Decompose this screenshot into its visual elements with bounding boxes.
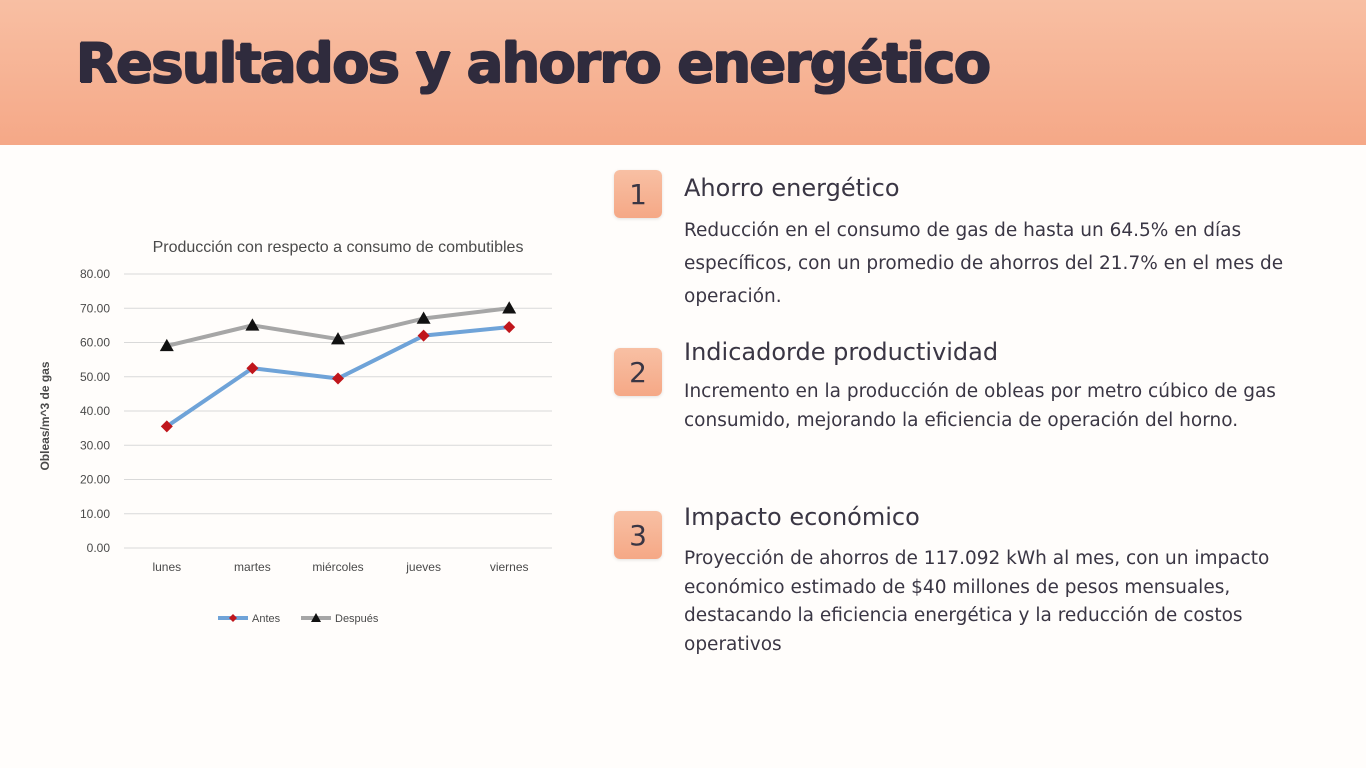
line-chart: Producción con respecto a consumo de com… <box>30 226 570 646</box>
chart-title: Producción con respecto a consumo de com… <box>153 239 524 256</box>
item-title: Indicadorde productividad <box>684 338 999 366</box>
item-title: Ahorro energético <box>684 174 900 202</box>
data-point-después <box>245 318 260 331</box>
data-point-después <box>502 301 517 314</box>
y-tick-label: 20.00 <box>80 473 110 487</box>
legend-label: Después <box>335 613 379 625</box>
x-tick-label: lunes <box>152 560 181 574</box>
item-description: Proyección de ahorros de 117.092 kWh al … <box>684 548 1270 655</box>
item-description: Reducción en el consumo de gas de hasta … <box>684 220 1284 307</box>
y-tick-label: 80.00 <box>80 267 110 281</box>
data-point-antes <box>503 321 516 334</box>
title-banner: Resultados y ahorro energético <box>0 0 1366 145</box>
y-tick-label: 60.00 <box>80 336 110 350</box>
number-badge: 3 <box>614 511 662 559</box>
data-point-antes <box>332 372 344 385</box>
chart-canvas: Producción con respecto a consumo de com… <box>38 239 552 625</box>
data-point-después <box>331 332 345 345</box>
data-point-antes <box>246 362 259 375</box>
x-tick-label: viernes <box>490 560 529 574</box>
data-point-antes <box>417 329 430 342</box>
y-tick-label: 30.00 <box>80 438 110 452</box>
item-description: Incremento en la producción de obleas po… <box>684 381 1276 431</box>
data-point-después <box>159 338 174 352</box>
data-point-antes <box>160 420 173 433</box>
number-badge: 1 <box>614 170 662 218</box>
legend-marker <box>229 614 237 622</box>
data-point-después <box>416 311 431 324</box>
y-tick-label: 70.00 <box>80 301 110 315</box>
y-tick-label: 40.00 <box>80 404 110 418</box>
legend-label: Antes <box>252 613 281 625</box>
y-axis-label: Obleas/m^3 de gas <box>38 361 52 470</box>
y-tick-label: 0.00 <box>87 541 111 555</box>
x-tick-label: martes <box>234 560 271 574</box>
x-tick-label: jueves <box>405 560 441 574</box>
number-badge: 2 <box>614 348 662 396</box>
legend-marker <box>311 613 321 622</box>
y-tick-label: 10.00 <box>80 507 110 521</box>
page-title: Resultados y ahorro energético <box>76 32 991 95</box>
item-title: Impacto económico <box>684 503 920 531</box>
y-tick-label: 50.00 <box>80 370 110 384</box>
x-tick-label: miércoles <box>312 560 363 574</box>
